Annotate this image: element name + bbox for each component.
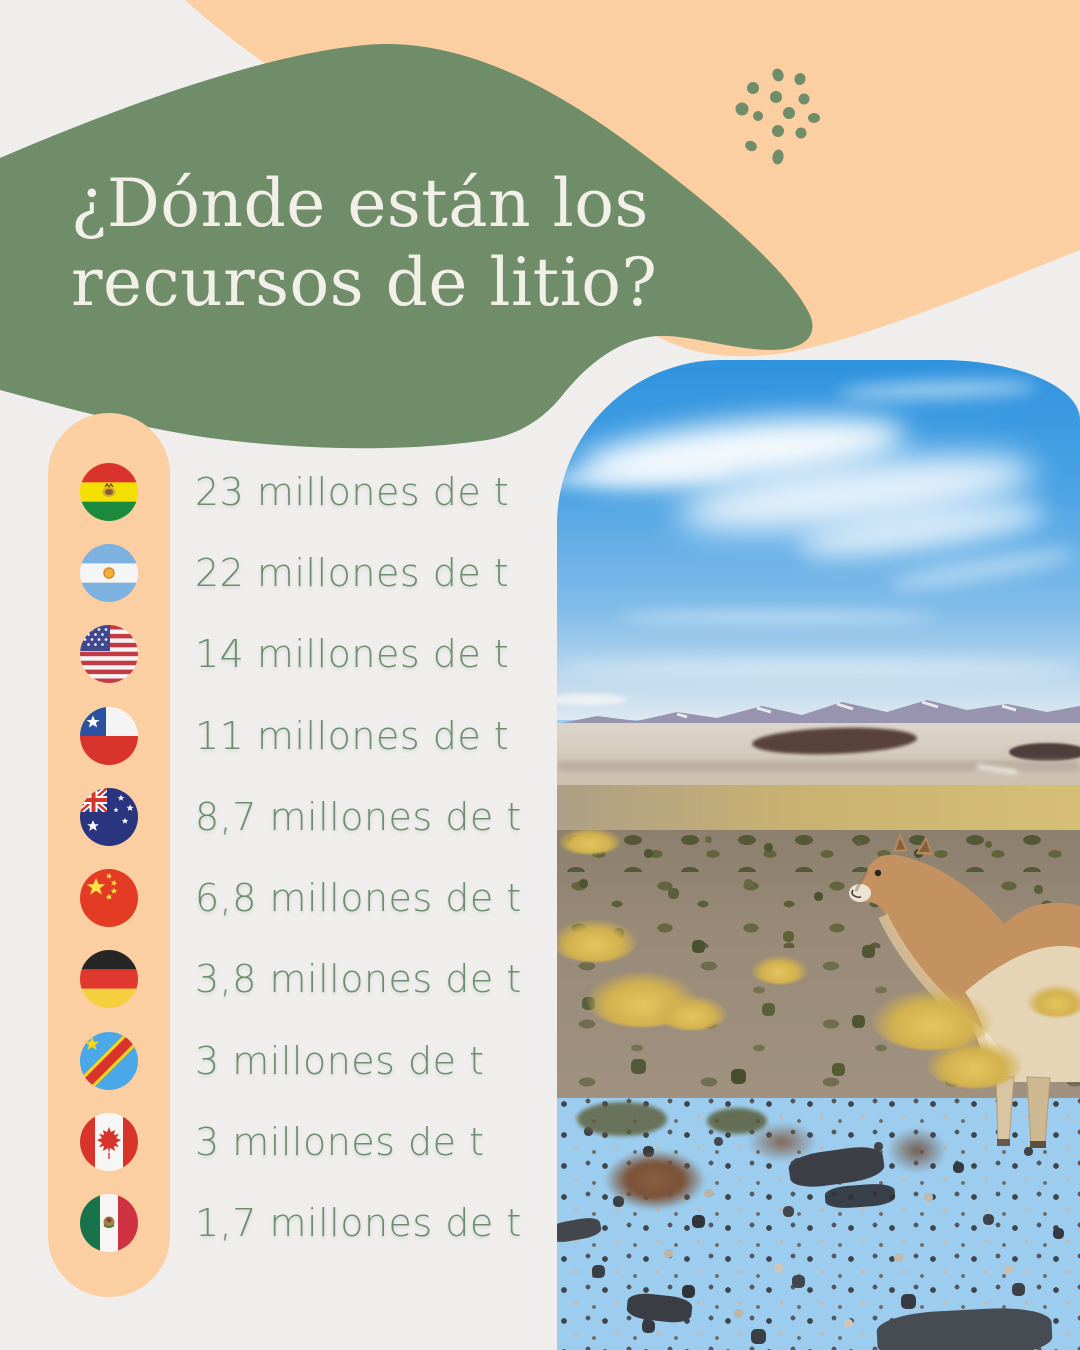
list-item-value: 8,7 millones de t [195,795,522,839]
bolivia-flag-icon [80,463,138,521]
grass-tuft [1027,985,1080,1017]
mexico-flag-icon [80,1194,138,1252]
cloud [557,660,1080,676]
list-item-mexico: 1,7 millones de t [80,1194,540,1252]
grass-tuft [557,920,637,962]
list-item-australia: 8,7 millones de t [80,788,540,846]
ridge [557,761,1080,771]
snow-patch [557,694,627,705]
green-blob [0,43,813,449]
list-item-value: 14 millones de t [195,632,510,676]
list-item-argentina: 22 millones de t [80,544,540,602]
olive-bush [707,1108,767,1134]
list-item-value: 1,7 millones de t [195,1201,522,1245]
germany-flag-icon [80,950,138,1008]
usa-flag-icon [80,625,138,683]
photo-distant-hills [557,723,1080,795]
list-item-value: 3,8 millones de t [195,957,522,1001]
list-item-dr-congo: 3 millones de t [80,1032,540,1090]
china-flag-icon [80,869,138,927]
rock-dots [557,360,560,363]
list-item-canada: 3 millones de t [80,1113,540,1171]
dark-hill [1009,743,1080,761]
title-line-1: ¿Dónde están los [71,165,649,242]
grass-tuft [752,956,807,984]
grass-tuft [559,828,621,854]
grass-tuft [657,996,727,1030]
list-item-value: 6,8 millones de t [195,876,522,920]
dry-bush [887,1128,947,1173]
list-item-china: 6,8 millones de t [80,869,540,927]
dry-bush [605,1150,705,1210]
argentina-flag-icon [80,544,138,602]
photo-golden-plain [557,785,1080,833]
page-title: ¿Dónde están los recursos de litio? [71,164,657,322]
list-item-usa: 14 millones de t [80,625,540,683]
list-item-value: 22 millones de t [195,551,510,595]
green-dots-pattern [735,68,820,165]
cloud [617,610,937,624]
dr-congo-flag-icon [80,1032,138,1090]
dark-hill [751,725,918,757]
grass-tuft [927,1040,1022,1088]
australia-flag-icon [80,788,138,846]
list-item-value: 11 millones de t [195,714,510,758]
list-item-chile: 11 millones de t [80,707,540,765]
list-item-value: 23 millones de t [195,470,510,514]
list-item-value: 3 millones de t [195,1039,485,1083]
vicuna-photo [557,360,1080,1350]
list-item-value: 3 millones de t [195,1120,485,1164]
chile-flag-icon [80,707,138,765]
list-item-bolivia: 23 millones de t [80,463,540,521]
canada-flag-icon [80,1113,138,1171]
title-line-2: recursos de litio? [71,244,658,321]
shrub-texture [557,830,1080,872]
list-item-germany: 3,8 millones de t [80,950,540,1008]
olive-bush [577,1102,667,1136]
